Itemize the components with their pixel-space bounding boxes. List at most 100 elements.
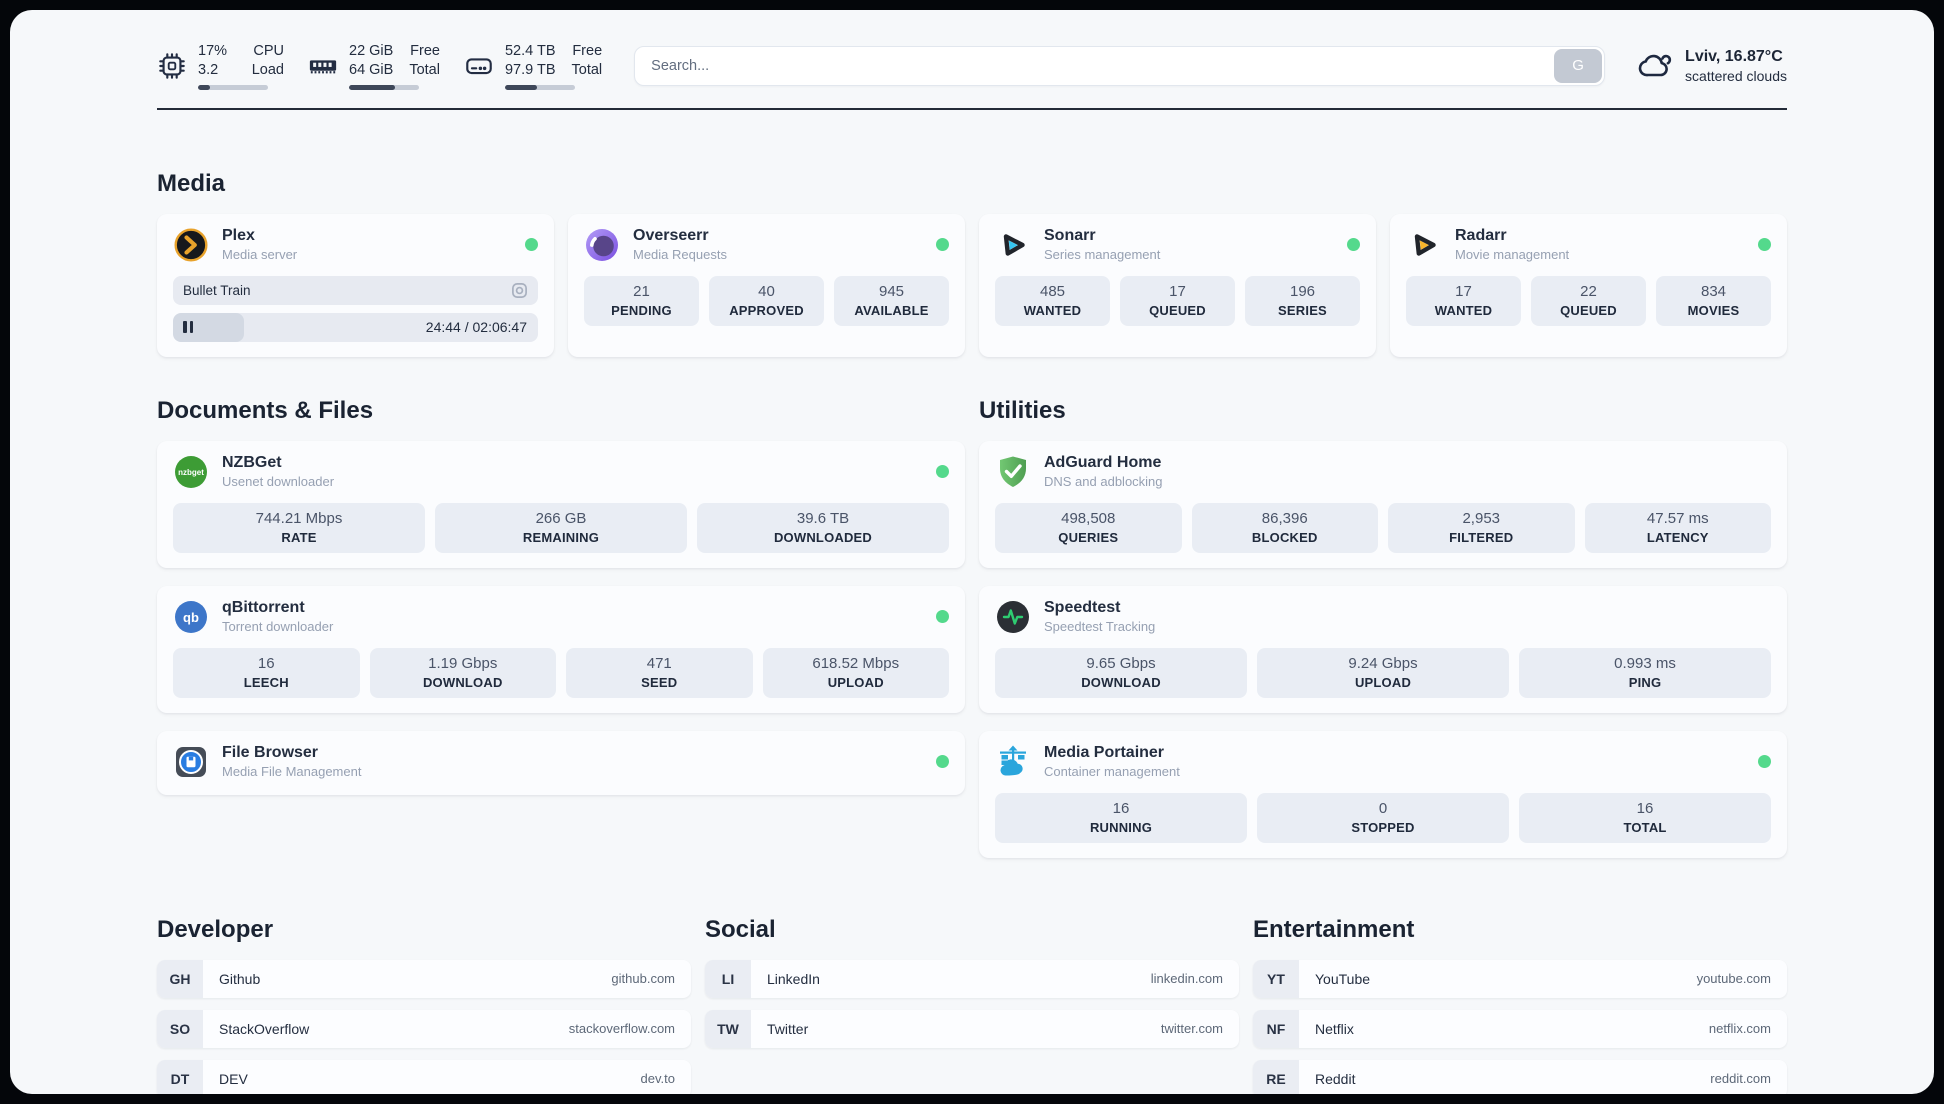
app-subtitle: Torrent downloader <box>222 619 334 635</box>
stat-ping: 0.993 ms PING <box>1519 647 1771 698</box>
social-column: Social LI LinkedIn linkedin.com TW Twitt… <box>705 916 1239 1094</box>
app-card-adguard[interactable]: AdGuard Home DNS and adblocking 498,508 … <box>979 440 1787 568</box>
app-card-overseerr[interactable]: Overseerr Media Requests 21 PENDING 40 A… <box>568 213 965 357</box>
memory-label-bottom: Total <box>409 61 440 78</box>
stat-download: 9.65 Gbps DOWNLOAD <box>995 647 1247 698</box>
link-abbr: LI <box>705 959 751 998</box>
nzbget-icon: nzbget <box>173 454 209 490</box>
stat-pending: 21 PENDING <box>584 275 699 326</box>
stat-available: 945 AVAILABLE <box>834 275 949 326</box>
search-engine-button[interactable]: G <box>1554 48 1603 83</box>
app-name: NZBGet <box>222 454 282 472</box>
app-card-sonarr[interactable]: Sonarr Series management 485 WANTED 17 Q… <box>979 213 1376 357</box>
app-subtitle: Media server <box>222 247 298 263</box>
app-card-nzbget[interactable]: nzbget NZBGet Usenet downloader 74 <box>157 440 965 568</box>
disk-monitor: 52.4 TB 97.9 TB Free Total <box>464 42 602 90</box>
disk-free-value: 52.4 TB <box>504 43 556 59</box>
app-card-radarr[interactable]: Radarr Movie management 17 WANTED 22 QUE… <box>1390 213 1787 357</box>
now-playing-bar: Bullet Train <box>173 275 538 305</box>
search-box: G <box>634 45 1606 86</box>
cpu-label-top: CPU <box>253 43 284 59</box>
status-dot <box>1758 755 1771 769</box>
link-linkedin[interactable]: LI LinkedIn linkedin.com <box>705 959 1239 998</box>
stat-stopped: 0 STOPPED <box>1257 792 1509 843</box>
link-abbr: YT <box>1253 959 1299 998</box>
disk-total-value: 97.9 TB <box>504 61 556 78</box>
status-dot <box>525 238 538 252</box>
stat-leech: 16 LEECH <box>173 647 360 698</box>
app-name: Plex <box>222 227 255 245</box>
link-url: stackoverflow.com <box>568 1021 675 1037</box>
radarr-icon <box>1406 227 1442 263</box>
app-subtitle: Usenet downloader <box>222 474 335 490</box>
link-twitter[interactable]: TW Twitter twitter.com <box>705 1009 1239 1048</box>
link-youtube[interactable]: YT YouTube youtube.com <box>1253 959 1787 998</box>
app-card-speedtest[interactable]: Speedtest Speedtest Tracking 9.65 Gbps D… <box>979 585 1787 713</box>
stat-seed: 471 SEED <box>566 647 753 698</box>
link-url: reddit.com <box>1710 1071 1771 1087</box>
app-name: Overseerr <box>633 227 709 245</box>
stat-blocked: 86,396 BLOCKED <box>1191 502 1378 553</box>
stat-latency: 47.57 ms LATENCY <box>1584 502 1771 553</box>
portainer-icon <box>995 744 1031 780</box>
app-name: Speedtest <box>1044 599 1121 617</box>
app-card-filebrowser[interactable]: File Browser Media File Management <box>157 730 965 795</box>
speedtest-icon <box>995 599 1031 635</box>
media-grid: Plex Media server Bullet Train <box>157 213 1787 357</box>
link-abbr: RE <box>1253 1059 1299 1094</box>
app-card-qbittorrent[interactable]: qb qBittorrent Torrent downloader <box>157 585 965 713</box>
link-url: github.com <box>611 971 675 987</box>
stat-filtered: 2,953 FILTERED <box>1388 502 1575 553</box>
developer-column: Developer GH Github github.com SO StackO… <box>157 916 691 1094</box>
link-reddit[interactable]: RE Reddit reddit.com <box>1253 1059 1787 1094</box>
search-input[interactable] <box>634 45 1606 86</box>
stat-queued: 17 QUEUED <box>1120 275 1235 326</box>
entertainment-column: Entertainment YT YouTube youtube.com NF … <box>1253 916 1787 1094</box>
stat-wanted: 17 WANTED <box>1406 275 1521 326</box>
documents-column: Documents & Files nzbget NZBGet <box>157 397 965 858</box>
app-card-portainer[interactable]: Media Portainer Container management 16 … <box>979 730 1787 858</box>
link-name: Netflix <box>1315 1020 1354 1037</box>
stat-queued: 22 QUEUED <box>1531 275 1646 326</box>
section-title-social: Social <box>705 915 776 943</box>
dashboard-page: 17% 3.2 CPU Load <box>10 10 1934 1094</box>
disk-progress-fill <box>504 84 538 90</box>
status-dot <box>1347 238 1360 252</box>
status-dot <box>936 238 949 252</box>
app-name: AdGuard Home <box>1044 454 1162 472</box>
link-stackoverflow[interactable]: SO StackOverflow stackoverflow.com <box>157 1009 691 1048</box>
ram-icon <box>308 51 338 81</box>
app-card-plex[interactable]: Plex Media server Bullet Train <box>157 213 554 357</box>
disk-label-bottom: Total <box>571 61 603 78</box>
section-title-developer: Developer <box>157 915 274 943</box>
disk-progress-track <box>504 84 575 90</box>
status-dot <box>936 610 949 624</box>
app-subtitle: Speedtest Tracking <box>1044 619 1156 635</box>
memory-progress-fill <box>349 84 396 90</box>
stat-remaining: 266 GB REMAINING <box>435 502 687 553</box>
utilities-column: Utilities <box>979 397 1787 858</box>
app-name: File Browser <box>222 744 319 762</box>
link-name: LinkedIn <box>767 970 820 987</box>
svg-text:qb: qb <box>183 610 199 625</box>
link-dev[interactable]: DT DEV dev.to <box>157 1059 691 1094</box>
memory-monitor: 22 GiB 64 GiB Free Total <box>308 42 440 90</box>
weather-widget: Lviv, 16.87°C scattered clouds <box>1637 48 1787 84</box>
status-dot <box>1758 238 1771 252</box>
app-name: Sonarr <box>1044 227 1096 245</box>
cpu-progress-fill <box>198 84 210 90</box>
weather-location: Lviv, 16.87°C <box>1685 47 1783 65</box>
weather-condition: scattered clouds <box>1685 67 1787 84</box>
link-netflix[interactable]: NF Netflix netflix.com <box>1253 1009 1787 1048</box>
section-title-media: Media <box>157 169 226 197</box>
disk-label-top: Free <box>572 43 603 59</box>
memory-label-top: Free <box>410 43 440 59</box>
link-github[interactable]: GH Github github.com <box>157 959 691 998</box>
cpu-percent: 17% <box>198 43 228 59</box>
header: 17% 3.2 CPU Load <box>157 42 1787 90</box>
stat-downloaded: 39.6 TB DOWNLOADED <box>697 502 949 553</box>
app-subtitle: Media Requests <box>633 247 727 263</box>
link-name: YouTube <box>1315 970 1371 987</box>
cpu-label-bottom: Load <box>251 61 284 78</box>
pause-button[interactable] <box>183 313 193 342</box>
